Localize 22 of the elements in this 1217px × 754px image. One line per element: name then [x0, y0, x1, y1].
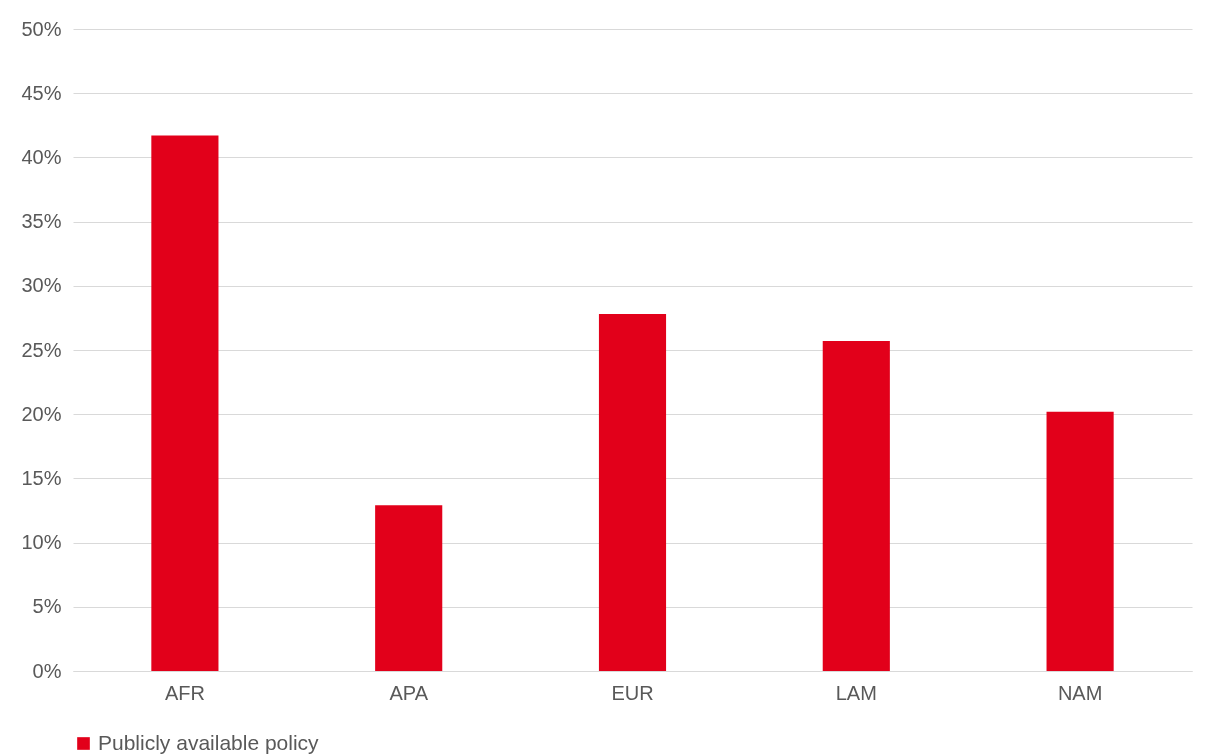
x-tick-label: LAM [835, 681, 877, 704]
y-tick-label: 45% [21, 81, 62, 104]
y-tick-label: 35% [21, 210, 62, 233]
bar [375, 505, 443, 671]
x-tick-label: NAM [1057, 681, 1103, 704]
bar [1046, 411, 1114, 671]
x-tick-label: EUR [611, 681, 654, 704]
y-tick-label: 5% [32, 595, 62, 618]
legend-label: Publicly available policy [98, 730, 320, 754]
x-tick-label: AFR [164, 681, 205, 704]
bar [598, 314, 667, 671]
bar [151, 135, 219, 671]
y-tick-label: 30% [21, 274, 62, 297]
y-tick-label: 20% [21, 402, 62, 425]
y-tick-label: 25% [21, 338, 62, 361]
y-tick-label: 40% [21, 145, 62, 168]
y-tick-label: 15% [21, 466, 62, 489]
y-tick-label: 0% [32, 659, 62, 682]
y-tick-label: 10% [21, 531, 62, 554]
y-tick-label: 50% [21, 17, 62, 40]
bar [822, 341, 890, 671]
x-tick-label: APA [389, 681, 429, 704]
